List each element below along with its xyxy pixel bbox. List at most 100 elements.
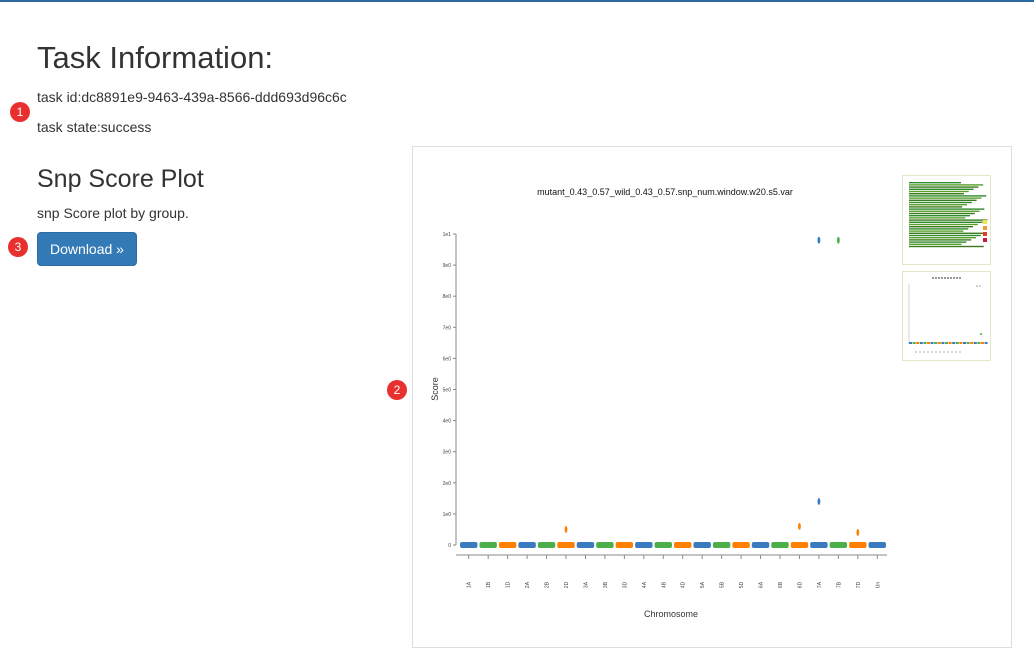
thumbnail-row bbox=[909, 234, 981, 237]
thumbnail-band bbox=[937, 342, 941, 344]
thumbnail-row bbox=[909, 188, 974, 190]
task-id-text: task id:dc8891e9-9463-439a-8566-ddd693d9… bbox=[37, 89, 347, 105]
x-axis-ticks: 1A 1B 1D 2A 2B 2D 3A 3B 3D 4A 4B 4D 5A 5B 5D 6A 6B 6D 7A 7B… bbox=[467, 555, 881, 589]
x-tick-label: Un bbox=[875, 582, 881, 589]
annotation-marker-1: 1 bbox=[10, 102, 30, 122]
thumbnail-row bbox=[909, 217, 966, 219]
thumbnail-band bbox=[945, 342, 948, 344]
heatmap-thumbnail-graphic bbox=[909, 182, 988, 248]
chromosome-band-2B bbox=[537, 542, 556, 548]
thumbnail-row bbox=[909, 230, 964, 232]
download-button[interactable]: Download » bbox=[37, 232, 137, 266]
snp-score-chart: mutant_0.43_0.57_wild_0.43_0.57.snp_num.… bbox=[430, 187, 887, 619]
chromosome-band-6A bbox=[751, 542, 770, 548]
plot-description: snp Score plot by group. bbox=[37, 205, 189, 221]
top-border-bar bbox=[0, 0, 1034, 2]
chromosome-band-2A bbox=[518, 542, 536, 548]
thumbnail-band bbox=[955, 342, 959, 344]
x-tick-label: 7D bbox=[856, 581, 862, 588]
annotation-marker-3: 3 bbox=[8, 237, 28, 257]
thumbnail-band bbox=[952, 342, 956, 344]
thumbnail-band bbox=[977, 342, 981, 344]
y-tick-label: 3e0 bbox=[443, 450, 452, 456]
outlier-points bbox=[564, 236, 860, 537]
chromosome-band-4B bbox=[654, 542, 672, 548]
thumbnail-band bbox=[963, 342, 966, 344]
x-axis-label: Chromosome bbox=[644, 609, 698, 619]
y-axis-label: Score bbox=[430, 377, 440, 401]
thumbnail-band bbox=[919, 342, 923, 344]
chromosome-band-1A bbox=[460, 542, 478, 548]
x-tick-label: 7B bbox=[836, 581, 842, 588]
task-state-text: task state:success bbox=[37, 119, 152, 135]
score-plot-thumbnail[interactable] bbox=[902, 271, 991, 361]
x-tick-label: 5B bbox=[720, 581, 726, 588]
thumbnail-row bbox=[909, 199, 977, 201]
chromosome-band-3B bbox=[596, 542, 614, 548]
thumbnail-row bbox=[909, 245, 984, 248]
thumbnail-band bbox=[948, 342, 952, 344]
outlier-point-7D bbox=[856, 529, 860, 537]
thumbnail-row bbox=[909, 193, 964, 195]
thumbnail-row bbox=[909, 221, 983, 223]
thumbnail-row bbox=[909, 226, 973, 228]
thumbnail-row bbox=[909, 237, 976, 239]
snp-score-plot-heading: Snp Score Plot bbox=[37, 165, 204, 193]
thumbnail-band bbox=[916, 342, 920, 344]
x-tick-label: 6B bbox=[778, 581, 784, 588]
task-information-heading: Task Information: bbox=[37, 40, 274, 75]
thumbnail-band bbox=[959, 342, 963, 344]
x-tick-label: 3B bbox=[603, 581, 609, 588]
thumbnail-row bbox=[909, 182, 961, 184]
thumbnail-row bbox=[909, 195, 987, 197]
x-tick-label: 2B bbox=[545, 581, 551, 588]
x-tick-label: 1A bbox=[467, 581, 473, 588]
y-tick-label: 7e0 bbox=[443, 325, 452, 331]
x-tick-label: 5D bbox=[739, 581, 745, 588]
x-tick-label: 5A bbox=[700, 581, 706, 588]
annotation-marker-2: 2 bbox=[387, 380, 407, 400]
score-plot-thumbnail-graphic bbox=[908, 277, 988, 353]
chromosome-band-1B bbox=[479, 542, 497, 548]
thumbnail-row bbox=[909, 190, 969, 193]
thumbnail-row bbox=[909, 239, 972, 241]
chromosome-band-5B bbox=[712, 542, 731, 548]
thumbnail-row bbox=[909, 208, 985, 210]
thumbnail-row bbox=[909, 228, 969, 230]
y-tick-label: 9e0 bbox=[443, 263, 452, 269]
chromosome-band-1D bbox=[498, 542, 517, 548]
x-tick-label: 6D bbox=[797, 581, 803, 588]
outlier-point-2D bbox=[564, 525, 568, 533]
thumbnail-band bbox=[966, 342, 970, 344]
thumbnail-row bbox=[909, 206, 963, 208]
chromosome-band-4D bbox=[674, 542, 692, 548]
thumbnail-row bbox=[909, 197, 982, 199]
thumbnail-band bbox=[984, 342, 988, 344]
thumbnail-band bbox=[912, 342, 916, 344]
x-tick-label: 1D bbox=[506, 581, 512, 588]
chromosome-band-2D bbox=[557, 542, 575, 548]
thumbnail-band bbox=[930, 342, 934, 344]
thumbnail-row bbox=[909, 243, 962, 245]
thumbnail-row bbox=[909, 212, 975, 215]
thumbnail-row bbox=[909, 204, 967, 206]
y-tick-label: 0 bbox=[448, 543, 451, 549]
heatmap-thumbnail[interactable] bbox=[902, 175, 991, 265]
thumbnail-row bbox=[909, 232, 986, 234]
thumbnail-row bbox=[909, 201, 972, 204]
outlier-point-7B bbox=[836, 236, 840, 244]
thumbnail-row bbox=[909, 215, 970, 217]
thumbnail-band bbox=[934, 342, 938, 344]
thumbnail-band bbox=[923, 342, 927, 344]
x-tick-label: 4B bbox=[661, 581, 667, 588]
y-tick-label: 6e0 bbox=[443, 356, 452, 362]
thumbnail-row bbox=[909, 241, 967, 243]
thumbnail-band bbox=[941, 342, 945, 344]
chromosome-band-6D bbox=[790, 542, 809, 548]
y-tick-label: 8e0 bbox=[443, 294, 452, 300]
thumbnail-band bbox=[973, 342, 977, 344]
outlier-point-7A bbox=[817, 236, 821, 244]
thumbnail-band bbox=[970, 342, 974, 344]
x-tick-label: 3D bbox=[622, 581, 628, 588]
y-tick-label: 1e1 bbox=[443, 232, 452, 238]
